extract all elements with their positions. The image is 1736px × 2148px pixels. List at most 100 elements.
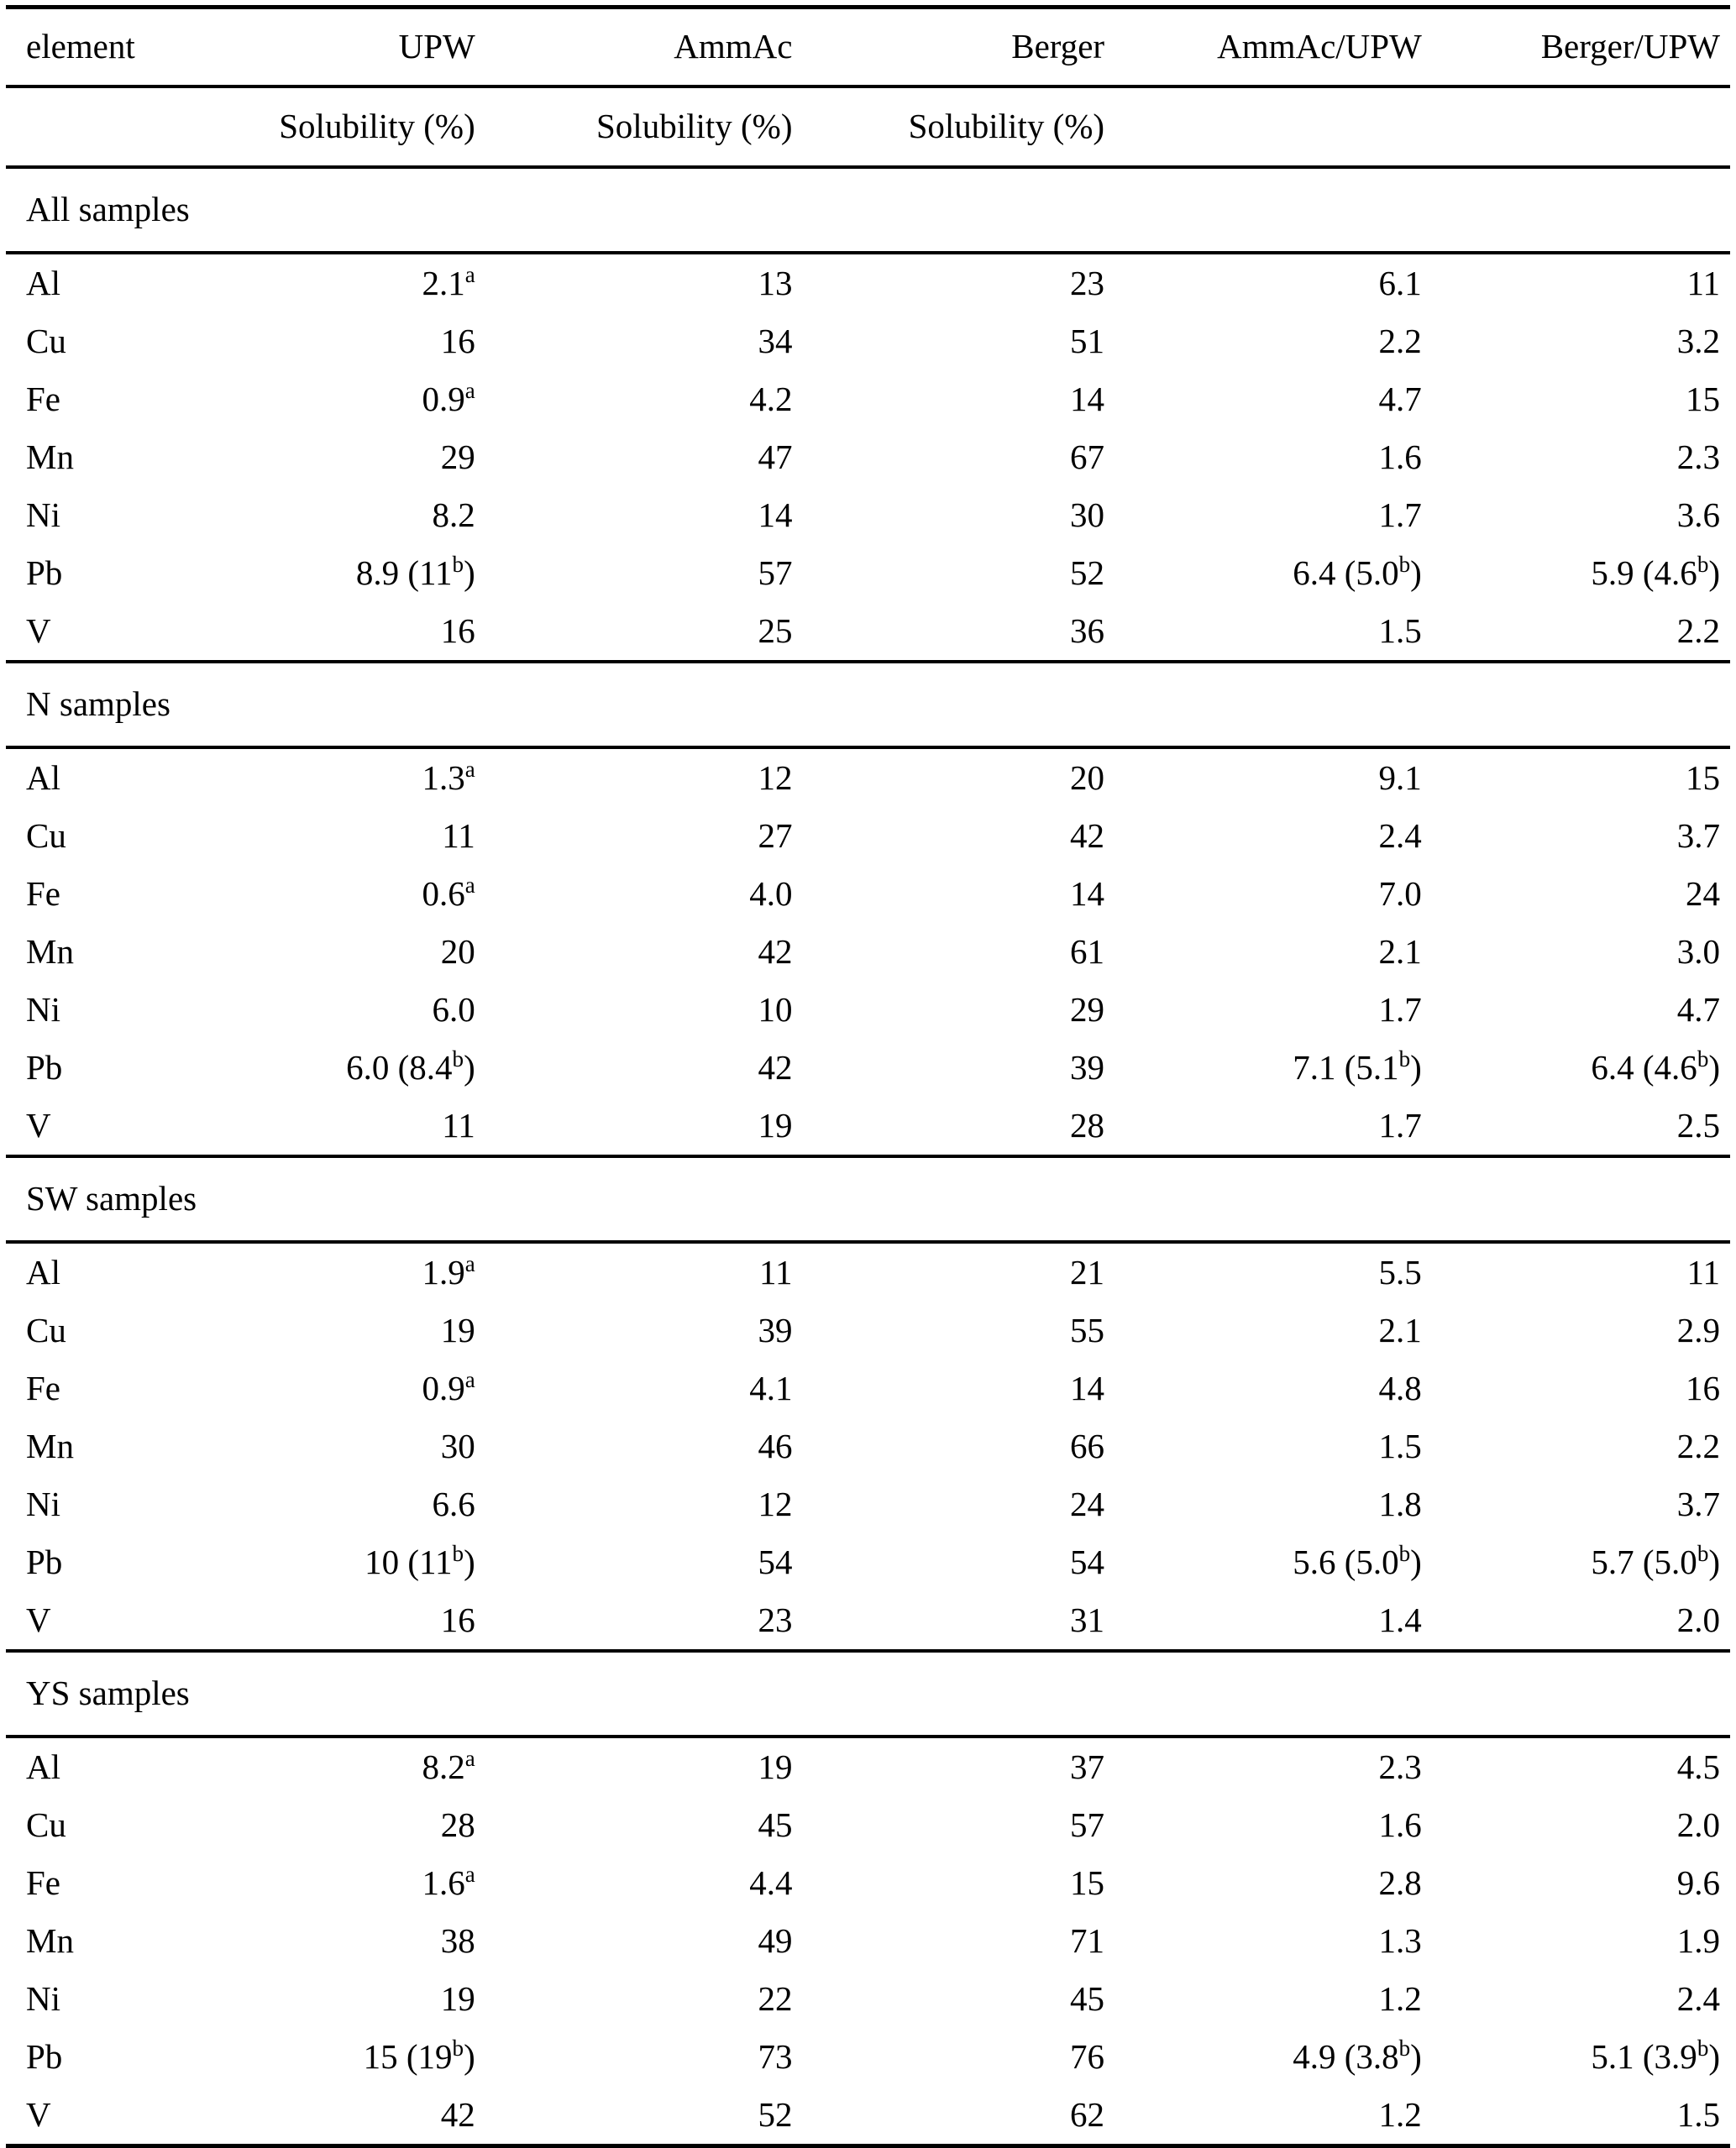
value-cell: 4.5 — [1676, 1747, 1720, 1786]
element-cell: Al — [26, 1747, 60, 1786]
value-cell: 1.7 — [1115, 1097, 1432, 1158]
table-row: V 11 19 28 1.7 2.5 — [6, 1097, 1730, 1158]
value-cell: 6.0 — [432, 989, 475, 1029]
value-cell: 6.1 — [1378, 263, 1422, 302]
value-cell: 16 — [221, 1591, 485, 1653]
table-row: V 16 23 31 1.4 2.0 — [6, 1591, 1730, 1653]
column-header-upw: UPW — [221, 7, 485, 88]
value-cell: 1.6 — [1378, 437, 1422, 476]
value-cell: 61 — [1070, 931, 1105, 971]
element-cell: Cu — [26, 815, 66, 855]
value-cell: 14 — [1070, 1368, 1105, 1407]
element-cell: Pb — [26, 2036, 63, 2076]
value-cell: 0.9a — [422, 378, 475, 418]
element-cell: Ni — [26, 1978, 60, 2018]
table-row: Ni 19 22 45 1.2 2.4 — [6, 1970, 1730, 2028]
section-title: YS samples — [6, 1651, 1730, 1738]
element-cell: Cu — [26, 321, 66, 360]
value-cell: 1.5 — [1378, 1426, 1422, 1465]
element-cell: Ni — [26, 1484, 60, 1523]
value-cell: 16 — [221, 602, 485, 663]
value-cell: 4.7 — [1378, 379, 1422, 418]
value-cell: 2.1 — [1378, 931, 1422, 971]
value-cell: 1.2 — [1115, 2086, 1432, 2148]
value-cell: 25 — [485, 602, 803, 663]
table-row: Pb 8.9 (11b) 57 52 6.4 (5.0b) 5.9 (4.6b) — [6, 544, 1730, 602]
table-row: Al 2.1a 13 23 6.1 11 — [6, 253, 1730, 312]
section-row: All samples — [6, 167, 1730, 254]
value-cell: 55 — [1070, 1310, 1105, 1349]
value-cell: 57 — [758, 553, 793, 592]
element-cell: Fe — [26, 873, 60, 913]
element-cell: Pb — [26, 553, 63, 592]
value-cell: 8.2 — [432, 495, 475, 534]
value-cell: 5.6 (5.0b) — [1293, 1541, 1422, 1581]
table-row: Pb 6.0 (8.4b) 42 39 7.1 (5.1b) 6.4 (4.6b) — [6, 1039, 1730, 1097]
value-cell: 1.9a — [422, 1251, 475, 1291]
element-cell: V — [6, 602, 222, 663]
column-header-ammac: AmmAc — [485, 7, 803, 88]
table-row: Pb 10 (11b) 54 54 5.6 (5.0b) 5.7 (5.0b) — [6, 1533, 1730, 1591]
subheader-cell — [1115, 86, 1432, 169]
value-cell: 19 — [758, 1747, 793, 1786]
value-cell: 1.9 — [1676, 1920, 1720, 1960]
element-cell: Al — [26, 757, 60, 797]
value-cell: 19 — [440, 1978, 475, 2018]
value-cell: 23 — [1070, 263, 1105, 302]
element-cell: Al — [26, 1252, 60, 1291]
value-cell: 15 — [1686, 379, 1720, 418]
table-row: Al 1.9a 11 21 5.5 11 — [6, 1242, 1730, 1302]
value-cell: 11 — [758, 1252, 793, 1291]
value-cell: 5.5 — [1378, 1252, 1422, 1291]
value-cell: 3.6 — [1676, 495, 1720, 534]
value-cell: 24 — [1070, 1484, 1105, 1523]
value-cell: 1.6a — [422, 1862, 475, 1902]
value-cell: 4.7 — [1676, 989, 1720, 1029]
value-cell: 4.8 — [1378, 1368, 1422, 1407]
column-header-berger-upw: Berger/UPW — [1431, 7, 1730, 88]
element-cell: Pb — [26, 1047, 63, 1087]
value-cell: 29 — [440, 437, 475, 476]
value-cell: 5.7 (5.0b) — [1591, 1541, 1720, 1581]
column-header-ammac-upw: AmmAc/UPW — [1115, 7, 1432, 88]
value-cell: 67 — [1070, 437, 1105, 476]
value-cell: 22 — [758, 1978, 793, 2018]
column-header-berger: Berger — [802, 7, 1115, 88]
value-cell: 54 — [1070, 1542, 1105, 1581]
value-cell: 27 — [758, 815, 793, 855]
value-cell: 14 — [1070, 873, 1105, 913]
value-cell: 2.0 — [1431, 1591, 1730, 1653]
value-cell: 4.4 — [749, 1862, 793, 1902]
subheader-cell — [6, 86, 222, 169]
value-cell: 73 — [758, 2036, 793, 2076]
value-cell: 1.5 — [1115, 602, 1432, 663]
value-cell: 71 — [1070, 1920, 1105, 1960]
section-row: SW samples — [6, 1156, 1730, 1244]
value-cell: 21 — [1070, 1252, 1105, 1291]
value-cell: 9.6 — [1676, 1862, 1720, 1902]
element-cell: Fe — [26, 1368, 60, 1407]
section-row: YS samples — [6, 1651, 1730, 1738]
table-row: V 42 52 62 1.2 1.5 — [6, 2086, 1730, 2148]
value-cell: 30 — [1070, 495, 1105, 534]
value-cell: 52 — [1070, 553, 1105, 592]
value-cell: 11 — [221, 1097, 485, 1158]
value-cell: 28 — [802, 1097, 1115, 1158]
value-cell: 2.4 — [1676, 1978, 1720, 2018]
value-cell: 2.1a — [422, 262, 475, 302]
element-cell: Al — [26, 263, 60, 302]
value-cell: 16 — [440, 321, 475, 360]
value-cell: 7.0 — [1378, 873, 1422, 913]
value-cell: 10 — [758, 989, 793, 1029]
table-row: Mn 20 42 61 2.1 3.0 — [6, 923, 1730, 981]
element-cell: Cu — [26, 1310, 66, 1349]
value-cell: 2.2 — [1431, 602, 1730, 663]
value-cell: 2.4 — [1378, 815, 1422, 855]
value-cell: 1.3 — [1378, 1920, 1422, 1960]
value-cell: 8.9 (11b) — [355, 552, 475, 592]
value-cell: 0.6a — [422, 872, 475, 913]
table-row: Cu 16 34 51 2.2 3.2 — [6, 312, 1730, 370]
table-row: Cu 19 39 55 2.1 2.9 — [6, 1302, 1730, 1360]
value-cell: 10 (11b) — [365, 1541, 475, 1581]
